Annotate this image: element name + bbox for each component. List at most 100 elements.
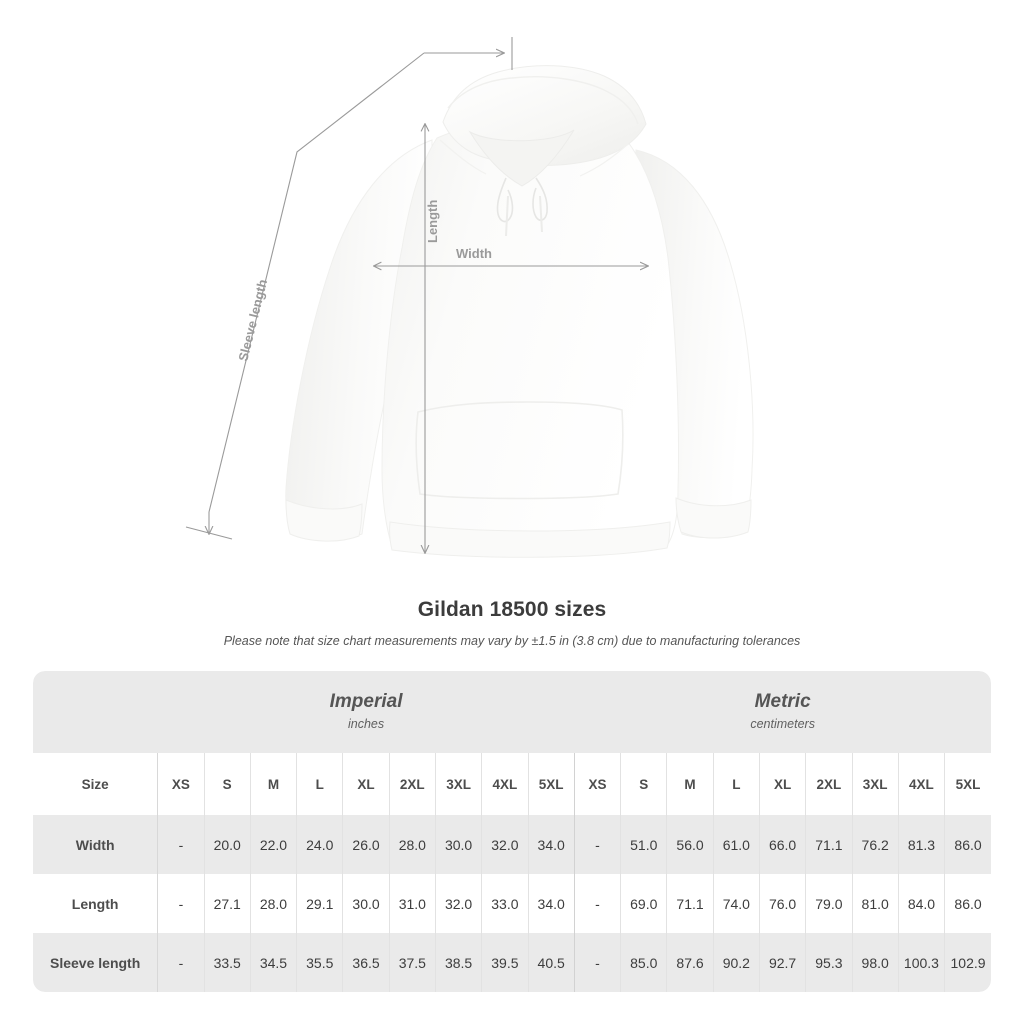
cell-sleeve-metric-l: 90.2 — [712, 933, 760, 992]
cell-length-metric-l: 74.0 — [712, 874, 760, 933]
cell-sleeve-imperial-2xl: 37.5 — [388, 933, 436, 992]
unit-banner-row: Imperial inches Metric centimeters — [33, 671, 991, 753]
cell-width-imperial-xl: 26.0 — [342, 815, 390, 874]
table-row-sleeve-length: Sleeve length - 33.5 34.5 35.5 36.5 37.5… — [33, 933, 991, 992]
size-header-imperial-2xl: 2XL — [388, 753, 436, 815]
hoodie-graphic — [285, 65, 754, 558]
size-header-imperial-xs: XS — [157, 753, 205, 815]
size-header-metric-2xl: 2XL — [805, 753, 853, 815]
cell-length-metric-5xl: 86.0 — [944, 874, 991, 933]
cell-length-imperial-s: 27.1 — [203, 874, 251, 933]
cell-width-metric-xl: 66.0 — [758, 815, 806, 874]
cell-sleeve-metric-xs: - — [573, 933, 621, 992]
cell-sleeve-metric-xl: 92.7 — [758, 933, 806, 992]
cell-width-imperial-3xl: 30.0 — [434, 815, 482, 874]
size-header-metric-xs: XS — [573, 753, 621, 815]
cell-length-imperial-4xl: 33.0 — [481, 874, 529, 933]
size-header-metric-5xl: 5XL — [944, 753, 991, 815]
cell-length-imperial-5xl: 34.0 — [527, 874, 575, 933]
cell-length-metric-m: 71.1 — [666, 874, 714, 933]
size-header-metric-s: S — [620, 753, 667, 815]
page-title: Gildan 18500 sizes — [417, 598, 607, 621]
unit-banner-spacer — [33, 671, 158, 753]
page-subtitle: Please note that size chart measurements… — [223, 634, 801, 648]
row-label-sleeve-length: Sleeve length — [33, 933, 159, 992]
cell-sleeve-metric-5xl: 102.9 — [944, 933, 991, 992]
cell-width-metric-xs: - — [573, 815, 621, 874]
cell-sleeve-imperial-3xl: 38.5 — [434, 933, 482, 992]
size-table-container: Imperial inches Metric centimeters Size … — [33, 671, 991, 992]
size-header-imperial-xl: XL — [342, 753, 390, 815]
cell-sleeve-imperial-m: 34.5 — [249, 933, 297, 992]
sleeve-measure-tick-bottom — [185, 526, 233, 540]
cell-width-imperial-l: 24.0 — [296, 815, 343, 874]
cell-length-imperial-l: 29.1 — [296, 874, 343, 933]
size-header-metric-3xl: 3XL — [851, 753, 899, 815]
unit-name-imperial: Imperial — [329, 691, 403, 713]
cell-width-imperial-m: 22.0 — [249, 815, 297, 874]
cell-width-imperial-xs: - — [157, 815, 205, 874]
size-header-imperial-m: M — [249, 753, 297, 815]
hoodie-illustration: Length Width Sleeve length — [185, 37, 754, 558]
cell-sleeve-imperial-l: 35.5 — [296, 933, 343, 992]
size-header-metric-m: M — [666, 753, 714, 815]
table-row-width: Width - 20.0 22.0 24.0 26.0 28.0 30.0 32… — [33, 815, 991, 874]
cell-width-metric-m: 56.0 — [666, 815, 714, 874]
size-header-imperial-l: L — [296, 753, 343, 815]
size-header-metric-4xl: 4XL — [897, 753, 945, 815]
size-header-imperial-s: S — [203, 753, 251, 815]
cell-length-metric-xl: 76.0 — [758, 874, 806, 933]
cell-length-imperial-3xl: 32.0 — [434, 874, 482, 933]
size-header-metric-l: L — [712, 753, 760, 815]
cell-width-metric-4xl: 81.3 — [897, 815, 945, 874]
cell-length-imperial-2xl: 31.0 — [388, 874, 436, 933]
cell-length-metric-3xl: 81.0 — [851, 874, 899, 933]
size-header-imperial-4xl: 4XL — [481, 753, 529, 815]
size-header-row: Size XS S M L XL 2XL 3XL 4XL 5XL XS S M … — [33, 753, 991, 815]
unit-section-imperial: Imperial inches — [157, 671, 575, 753]
cell-width-metric-3xl: 76.2 — [851, 815, 899, 874]
cell-length-imperial-xl: 30.0 — [342, 874, 390, 933]
measurement-annotations — [185, 37, 648, 553]
cell-width-imperial-4xl: 32.0 — [481, 815, 529, 874]
width-label: Width — [456, 246, 492, 261]
cell-sleeve-imperial-s: 33.5 — [203, 933, 251, 992]
cell-width-metric-l: 61.0 — [712, 815, 760, 874]
size-header-imperial-3xl: 3XL — [434, 753, 482, 815]
size-header-metric-xl: XL — [758, 753, 806, 815]
size-table: Imperial inches Metric centimeters Size … — [33, 671, 991, 992]
cell-length-metric-4xl: 84.0 — [897, 874, 945, 933]
cell-width-metric-s: 51.0 — [620, 815, 667, 874]
cell-length-imperial-m: 28.0 — [249, 874, 297, 933]
cell-width-imperial-5xl: 34.0 — [527, 815, 575, 874]
cell-sleeve-metric-s: 85.0 — [620, 933, 667, 992]
cell-sleeve-metric-4xl: 100.3 — [897, 933, 945, 992]
cell-width-imperial-s: 20.0 — [203, 815, 251, 874]
cell-width-metric-5xl: 86.0 — [944, 815, 991, 874]
cell-length-metric-2xl: 79.0 — [805, 874, 853, 933]
cell-width-imperial-2xl: 28.0 — [388, 815, 436, 874]
length-label: Length — [425, 200, 440, 243]
unit-section-metric: Metric centimeters — [574, 671, 991, 753]
cell-sleeve-imperial-xl: 36.5 — [342, 933, 390, 992]
column-header-size: Size — [33, 753, 159, 815]
row-label-width: Width — [33, 815, 159, 874]
sleeve-measure-diagonal — [208, 52, 425, 513]
unit-name-metric: Metric — [754, 691, 811, 713]
table-row-length: Length - 27.1 28.0 29.1 30.0 31.0 32.0 3… — [33, 874, 991, 933]
cell-sleeve-imperial-4xl: 39.5 — [481, 933, 529, 992]
unit-sub-metric: centimeters — [750, 717, 815, 732]
cell-sleeve-metric-m: 87.6 — [666, 933, 714, 992]
cell-sleeve-metric-3xl: 98.0 — [851, 933, 899, 992]
row-label-length: Length — [33, 874, 159, 933]
size-header-imperial-5xl: 5XL — [527, 753, 575, 815]
unit-sub-imperial: inches — [347, 717, 385, 732]
cell-length-imperial-xs: - — [157, 874, 205, 933]
cell-length-metric-xs: - — [573, 874, 621, 933]
cell-length-metric-s: 69.0 — [620, 874, 667, 933]
cell-sleeve-imperial-xs: - — [157, 933, 205, 992]
cell-width-metric-2xl: 71.1 — [805, 815, 853, 874]
title-block: Gildan 18500 sizes Please note that size… — [0, 598, 1024, 648]
cell-sleeve-imperial-5xl: 40.5 — [527, 933, 575, 992]
